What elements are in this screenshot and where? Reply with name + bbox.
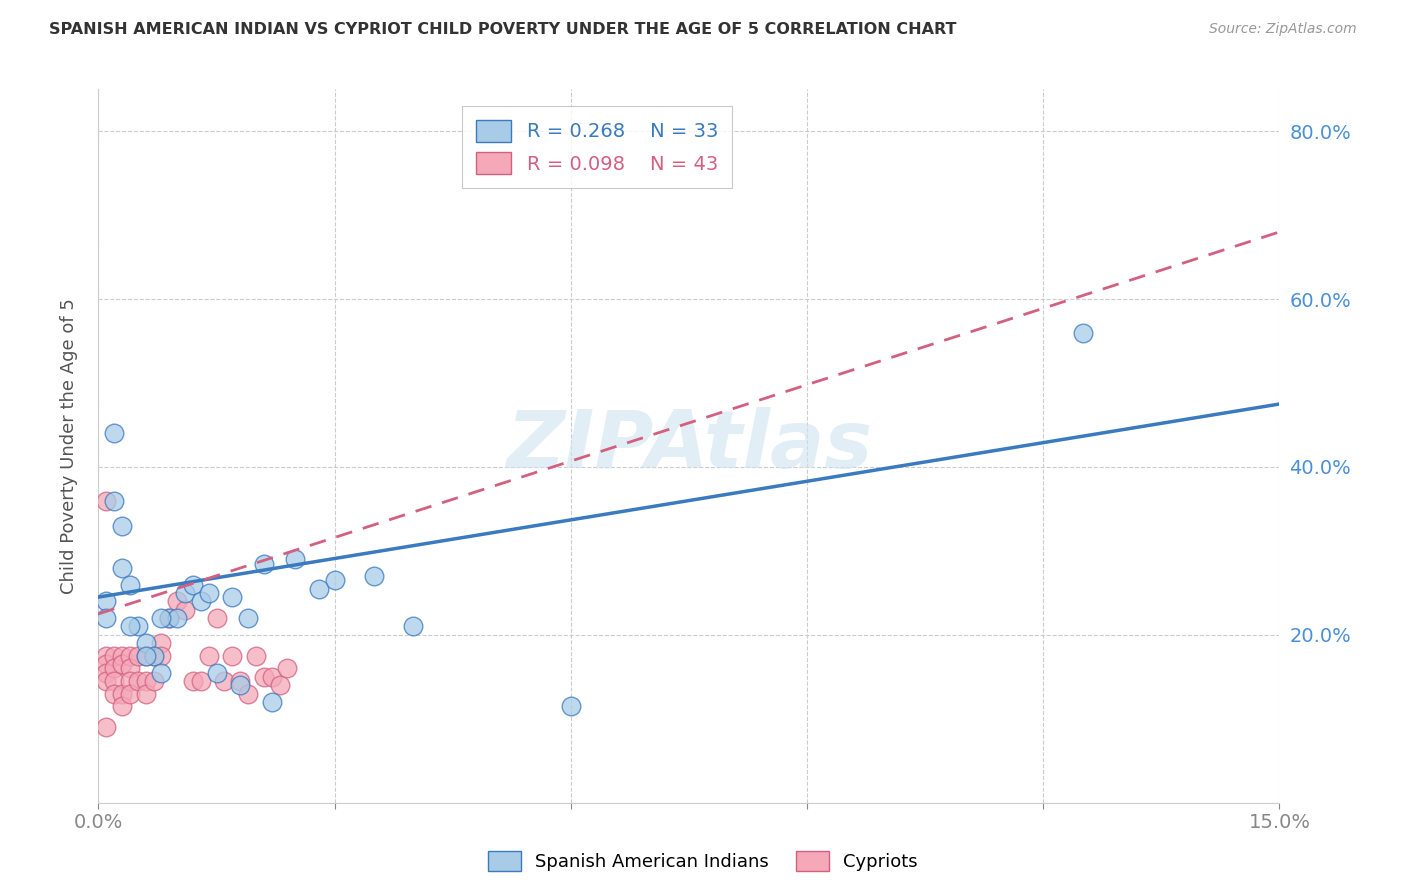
Point	[166, 594, 188, 608]
Point	[284, 552, 307, 566]
Point	[229, 678, 252, 692]
Text: Source: ZipAtlas.com: Source: ZipAtlas.com	[1209, 22, 1357, 37]
Point	[308, 582, 330, 596]
Point	[111, 518, 134, 533]
Point	[150, 665, 173, 680]
Point	[221, 648, 243, 663]
Point	[236, 687, 259, 701]
Point	[118, 687, 141, 701]
Point	[214, 674, 236, 689]
Point	[127, 674, 149, 689]
Point	[96, 665, 118, 680]
Point	[276, 661, 298, 675]
Point	[135, 687, 157, 701]
Point	[103, 426, 125, 441]
Point	[205, 611, 228, 625]
Point	[197, 586, 219, 600]
Point	[174, 586, 197, 600]
Text: ZIPAtlas: ZIPAtlas	[506, 407, 872, 485]
Point	[111, 687, 134, 701]
Point	[111, 648, 134, 663]
Point	[150, 636, 173, 650]
Point	[142, 648, 165, 663]
Point	[135, 648, 157, 663]
Point	[103, 674, 125, 689]
Point	[135, 674, 157, 689]
Point	[363, 569, 385, 583]
Text: SPANISH AMERICAN INDIAN VS CYPRIOT CHILD POVERTY UNDER THE AGE OF 5 CORRELATION : SPANISH AMERICAN INDIAN VS CYPRIOT CHILD…	[49, 22, 956, 37]
Point	[103, 493, 125, 508]
Point	[166, 611, 188, 625]
Point	[221, 590, 243, 604]
Point	[229, 674, 252, 689]
Point	[181, 674, 204, 689]
Point	[96, 594, 118, 608]
Point	[96, 493, 118, 508]
Point	[245, 648, 267, 663]
Point	[269, 678, 291, 692]
Point	[142, 674, 165, 689]
Point	[157, 611, 180, 625]
Point	[253, 670, 276, 684]
Point	[1071, 326, 1094, 340]
Point	[150, 611, 173, 625]
Point	[96, 674, 118, 689]
Point	[111, 560, 134, 574]
Point	[96, 720, 118, 734]
Point	[190, 674, 212, 689]
Point	[127, 619, 149, 633]
Point	[118, 619, 141, 633]
Legend: Spanish American Indians, Cypriots: Spanish American Indians, Cypriots	[481, 844, 925, 879]
Point	[135, 648, 157, 663]
Point	[118, 661, 141, 675]
Legend: R = 0.268    N = 33, R = 0.098    N = 43: R = 0.268 N = 33, R = 0.098 N = 43	[463, 106, 731, 188]
Point	[96, 611, 118, 625]
Point	[111, 657, 134, 672]
Point	[560, 699, 582, 714]
Point	[103, 687, 125, 701]
Y-axis label: Child Poverty Under the Age of 5: Child Poverty Under the Age of 5	[59, 298, 77, 594]
Point	[197, 648, 219, 663]
Point	[190, 594, 212, 608]
Point	[205, 665, 228, 680]
Point	[150, 648, 173, 663]
Point	[103, 648, 125, 663]
Point	[157, 611, 180, 625]
Point	[181, 577, 204, 591]
Point	[253, 557, 276, 571]
Point	[174, 603, 197, 617]
Point	[103, 661, 125, 675]
Point	[111, 699, 134, 714]
Point	[118, 674, 141, 689]
Point	[118, 648, 141, 663]
Point	[96, 648, 118, 663]
Point	[323, 574, 346, 588]
Point	[118, 577, 141, 591]
Point	[260, 670, 283, 684]
Point	[236, 611, 259, 625]
Point	[135, 636, 157, 650]
Point	[127, 648, 149, 663]
Point	[260, 695, 283, 709]
Point	[96, 657, 118, 672]
Point	[402, 619, 425, 633]
Point	[142, 648, 165, 663]
